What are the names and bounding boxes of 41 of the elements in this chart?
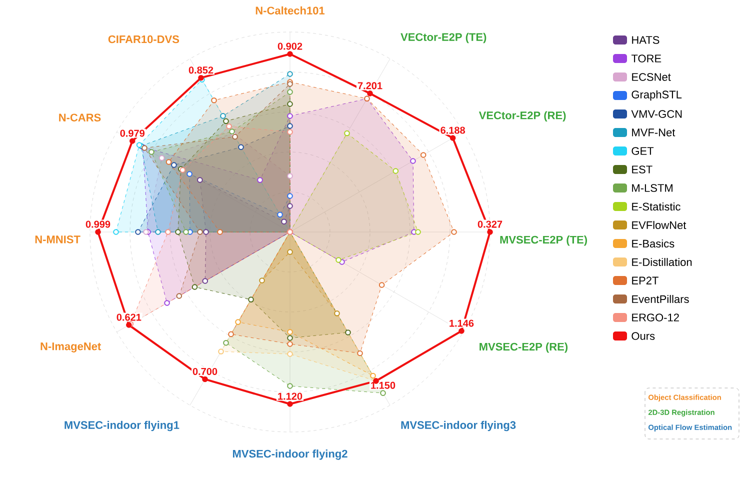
legend-label: GET: [632, 147, 654, 155]
text: 6.188: [440, 126, 466, 134]
spoke-label: MVSEC-indoor flying3: [401, 420, 516, 432]
text: 0.852: [188, 66, 214, 74]
text: 0.621: [116, 314, 142, 321]
legend-label: EventPillars: [632, 294, 689, 304]
spoke-label: MVSEC-indoor flying1: [64, 420, 180, 432]
spoke-label: VECtor-E2P (RE): [478, 111, 566, 122]
text: 0.902: [278, 42, 302, 50]
spoke-label: MVSEC-E2P (RE): [480, 342, 568, 353]
spoke-label: N-Caltech101: [256, 6, 325, 14]
text: 0.999: [86, 220, 110, 228]
text: 1.150: [371, 382, 396, 389]
legend-label: MVF-Net: [632, 128, 676, 136]
text: 1.146: [450, 320, 474, 327]
legend-label: EVFlowNet: [632, 220, 686, 230]
spoke-label: MVSEC-indoor flying2: [232, 450, 348, 460]
legend-label: Ours: [632, 332, 655, 340]
legend-label: E-Statistic: [632, 202, 680, 211]
spoke-label: N-ImageNet: [40, 342, 102, 352]
text: 1.120: [278, 392, 302, 400]
text: 0.979: [120, 130, 145, 137]
spoke-label: N-CARS: [59, 114, 101, 122]
legend-label: EST: [632, 166, 652, 174]
legend-label: M-LSTM: [632, 184, 672, 192]
legend-label: ERGO-12: [632, 314, 679, 322]
legend-label: TORE: [631, 54, 662, 62]
legend-label: HATS: [632, 36, 660, 44]
legend-label: E-Distillation: [632, 258, 692, 266]
spoke-label: MVSEC-E2P (TE): [500, 236, 587, 246]
legend-label: EP2T: [632, 276, 658, 284]
spoke-label: N-MNIST: [35, 236, 80, 244]
legend-label: GraphSTL: [632, 90, 682, 101]
legend-label: ECSNet: [632, 73, 671, 81]
legend-label: E-Basics: [632, 239, 674, 248]
text: 0.700: [192, 368, 218, 376]
legend-label: VMV-GCN: [631, 110, 682, 118]
text: 0.327: [478, 220, 502, 228]
spoke-label: CIFAR10-DVS: [108, 35, 180, 44]
spoke-label: VECtor-E2P (TE): [400, 32, 486, 44]
text: 7.201: [358, 82, 382, 90]
